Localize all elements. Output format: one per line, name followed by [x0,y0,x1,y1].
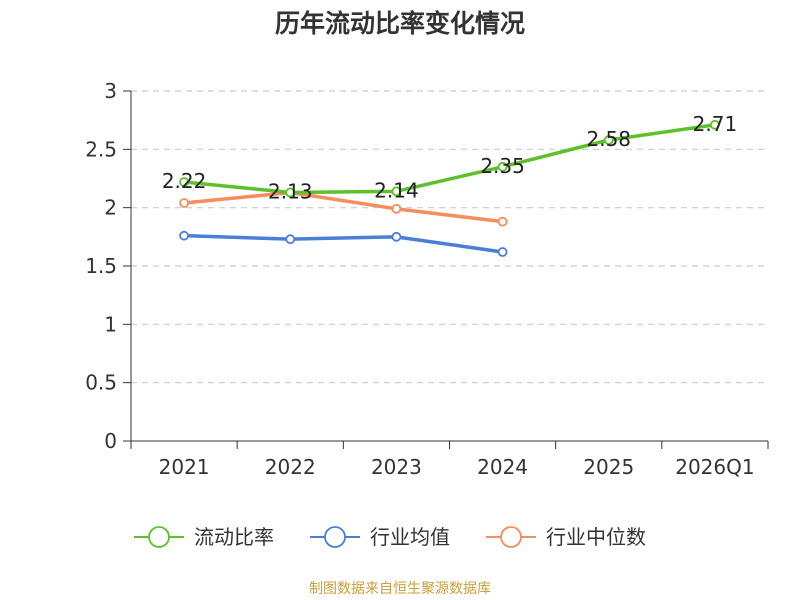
data-point [497,161,508,172]
data-label: 2.22 [162,169,207,193]
data-point [497,216,508,227]
legend-marker [324,526,346,548]
data-label: 2.71 [693,112,738,136]
data-label: 2.14 [374,178,419,202]
y-tick-label: 2.5 [85,137,117,161]
legend-item: 行业均值 [310,525,450,549]
y-tick-label: 2 [104,196,117,220]
x-tick-label: 2022 [265,455,316,479]
data-label: 2.58 [586,127,631,151]
y-tick-label: 3 [104,79,117,103]
data-point [285,187,296,198]
legend-item: 行业中位数 [486,525,646,549]
data-point [710,119,720,130]
legend-label: 流动比率 [194,525,274,549]
axes: 0 0.5 1 1.5 2 2.5 3 2021 2022 2023 2024 2025 2026Q1 [85,79,769,479]
data-point [179,198,189,208]
legend-label: 行业均值 [370,525,450,549]
legend-item: 流动比率 [134,525,274,549]
series-line [182,233,505,254]
data-point [179,230,189,241]
x-tick-label: 2024 [477,455,528,479]
gridlines [131,90,768,384]
legend-marker [500,526,522,548]
data-label: 2.35 [480,154,525,178]
x-tick-label: 2026Q1 [675,455,754,479]
series-line [182,190,505,224]
data-point [179,177,189,187]
source-note: 制图数据来自恒生聚源数据库 [309,581,491,597]
y-tick-label: 1 [104,312,117,336]
y-tick-label: 0.5 [85,371,117,395]
y-tick-label: 1.5 [85,254,117,278]
data-point [391,231,402,242]
data-labels: 2.22 2.13 2.14 2.35 2.58 2.71 [162,112,737,204]
series [179,119,720,257]
chart-title: 历年流动比率变化情况 [274,9,525,38]
data-point [497,247,508,257]
x-tick-label: 2023 [371,455,422,479]
data-label: 2.13 [268,180,313,204]
legend: 流动比率 行业均值 行业中位数 [134,525,646,549]
x-tick-label: 2025 [583,455,634,479]
legend-label: 行业中位数 [546,525,646,549]
series-line [182,123,717,195]
x-tick-label: 2021 [159,455,210,479]
data-point [391,203,402,214]
data-point [391,186,402,197]
y-tick-label: 0 [104,429,117,453]
data-point [603,135,614,145]
data-point [285,234,296,245]
legend-marker [148,526,170,548]
